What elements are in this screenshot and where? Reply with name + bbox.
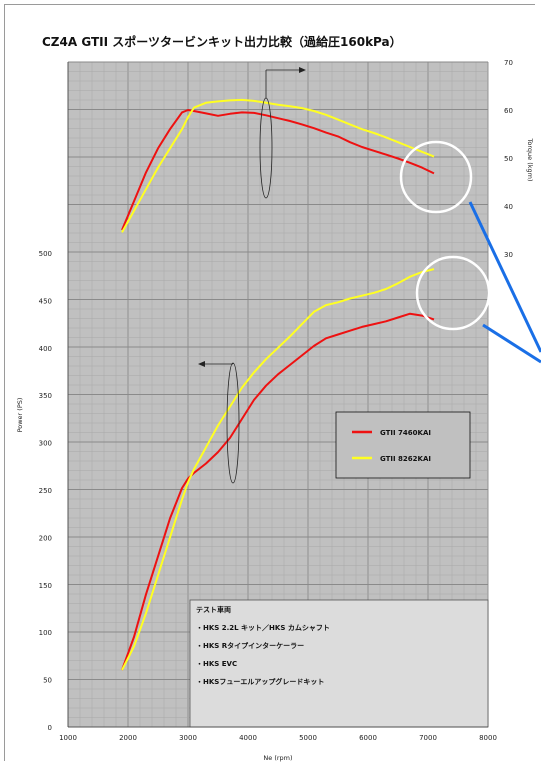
y-left-tick-label: 450 <box>39 297 52 305</box>
y-right-tick-label: 30 <box>504 251 513 259</box>
y-left-tick-label: 150 <box>39 582 52 590</box>
x-tick-label: 1000 <box>59 734 77 742</box>
x-axis-label: Ne (rpm) <box>263 754 292 762</box>
y-right-tick-label: 60 <box>504 107 513 115</box>
y-axis-left-label: Power (PS) <box>16 398 24 433</box>
chart-frame <box>4 4 535 761</box>
y-right-tick-label: 70 <box>504 59 513 67</box>
test-vehicle-item-2: ・HKS Rタイプインターケーラー <box>196 641 304 650</box>
x-tick-label: 8000 <box>479 734 497 742</box>
y-left-tick-label: 100 <box>39 629 52 637</box>
legend: GTII 7460KAI GTII 8262KAI <box>335 411 471 479</box>
series-lines <box>121 98 435 671</box>
y-right-tick-label: 50 <box>504 155 513 163</box>
y-left-tick-label: 350 <box>39 392 52 400</box>
chart-title: CZ4A GTII スポーツタービンキット出力比較（過給圧160kPa） <box>42 34 402 49</box>
x-tick-label: 2000 <box>119 734 137 742</box>
legend-label-7460: GTII 7460KAI <box>380 429 431 437</box>
legend-box <box>335 411 471 479</box>
highlight-circle-torque <box>399 140 473 214</box>
y-right-tick-label: 40 <box>504 203 513 211</box>
tick-labels: 1000 2000 3000 4000 5000 6000 7000 8000 0 50 100 15… <box>39 59 513 742</box>
power-axis-arrowhead <box>198 361 205 367</box>
torque-axis-arrowhead <box>299 67 306 73</box>
test-vehicle-item-4: ・HKSフューエルアップグレードキット <box>196 677 324 686</box>
x-tick-label: 4000 <box>239 734 257 742</box>
y-left-tick-label: 300 <box>39 440 52 448</box>
test-vehicle-item-1: ・HKS 2.2L キット／HKS カムシャフト <box>196 624 330 632</box>
test-vehicle-box: テスト車両 ・HKS 2.2L キット／HKS カムシャフト ・HKS Rタイプ… <box>189 599 489 728</box>
y-left-tick-label: 0 <box>48 724 52 732</box>
y-axis-right-label: Torque (kgm) <box>526 137 534 181</box>
highlight-circle-power <box>415 255 491 331</box>
test-vehicle-item-3: ・HKS EVC <box>196 660 237 668</box>
torque-line-gtii-7460kai <box>121 109 435 231</box>
y-left-tick-label: 200 <box>39 534 52 542</box>
power-line-gtii-8262kai <box>121 268 435 671</box>
callout-line-power <box>482 323 541 364</box>
torque-line-gtii-8262kai <box>121 98 435 233</box>
legend-label-8262: GTII 8262KAI <box>380 455 431 463</box>
x-tick-label: 3000 <box>179 734 197 742</box>
y-left-tick-label: 50 <box>43 677 52 685</box>
power-line-gtii-7460kai <box>121 312 435 671</box>
x-tick-label: 6000 <box>359 734 377 742</box>
x-tick-label: 7000 <box>419 734 437 742</box>
callout-line-torque <box>468 201 541 353</box>
test-vehicle-heading: テスト車両 <box>196 605 231 614</box>
y-left-tick-label: 250 <box>39 487 52 495</box>
x-tick-label: 5000 <box>299 734 317 742</box>
y-left-tick-label: 400 <box>39 345 52 353</box>
y-left-tick-label: 500 <box>39 250 52 258</box>
